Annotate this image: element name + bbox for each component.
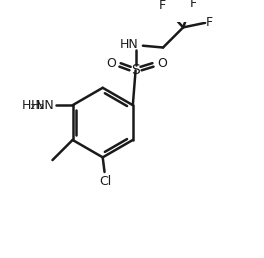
Text: F: F bbox=[190, 0, 197, 10]
Text: Cl: Cl bbox=[99, 175, 112, 188]
Text: H₂N: H₂N bbox=[21, 99, 45, 112]
Text: O: O bbox=[106, 58, 116, 70]
Text: F: F bbox=[159, 0, 166, 12]
Text: HN: HN bbox=[120, 38, 139, 51]
Text: O: O bbox=[157, 58, 167, 70]
Text: H₂N: H₂N bbox=[31, 99, 54, 112]
Text: S: S bbox=[131, 63, 140, 77]
Text: F: F bbox=[206, 16, 213, 29]
